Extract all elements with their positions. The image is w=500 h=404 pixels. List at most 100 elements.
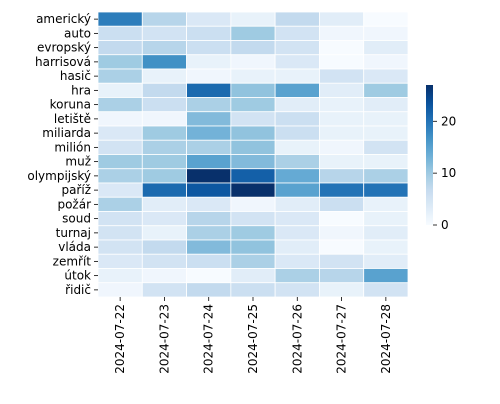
heatmap-cell — [274, 196, 320, 212]
heatmap-cell — [141, 111, 187, 127]
heatmap-cell — [186, 25, 232, 41]
row-label: auto — [64, 26, 91, 40]
heatmap-cell — [230, 239, 276, 255]
row-label: turnaj — [56, 226, 91, 240]
row-label: vláda — [58, 240, 91, 254]
heatmap-cell — [319, 54, 365, 70]
heatmap-cell — [230, 11, 276, 27]
heatmap-cell — [230, 139, 276, 155]
heatmap-cells — [97, 11, 409, 298]
row-label: zemřít — [53, 254, 92, 268]
heatmap-cell — [230, 268, 276, 284]
heatmap-cell — [363, 11, 409, 27]
heatmap-cell — [97, 25, 143, 41]
heatmap-cell — [230, 196, 276, 212]
row-label: olympijský — [27, 169, 91, 183]
heatmap-cell — [141, 253, 187, 269]
colorbar: 0 10 20 — [426, 85, 456, 232]
heatmap-cell — [230, 97, 276, 113]
heatmap-cell — [97, 40, 143, 56]
heatmap-cell — [230, 40, 276, 56]
heatmap-cell — [363, 139, 409, 155]
colorbar-tick-label: 0 — [441, 218, 449, 232]
heatmap-cell — [97, 111, 143, 127]
row-label: paříž — [61, 183, 91, 197]
heatmap-cell — [274, 11, 320, 27]
heatmap-cell — [186, 239, 232, 255]
heatmap-cell — [274, 282, 320, 298]
heatmap-cell — [186, 97, 232, 113]
heatmap-cell — [97, 54, 143, 70]
heatmap-cell — [319, 40, 365, 56]
heatmap-cell — [274, 268, 320, 284]
heatmap-cell — [319, 239, 365, 255]
heatmap-cell — [274, 68, 320, 84]
heatmap-cell — [97, 82, 143, 98]
row-label: požár — [57, 197, 91, 211]
heatmap-cell — [141, 139, 187, 155]
row-label: hasič — [60, 69, 91, 83]
heatmap-cell — [186, 211, 232, 227]
heatmap-cell — [274, 25, 320, 41]
heatmap-cell — [230, 225, 276, 241]
heatmap-cell — [363, 97, 409, 113]
heatmap-cell — [363, 182, 409, 198]
heatmap-cell — [97, 97, 143, 113]
row-label: hra — [71, 83, 91, 97]
heatmap-cell — [141, 154, 187, 170]
heatmap-cell — [363, 239, 409, 255]
heatmap-cell — [319, 111, 365, 127]
heatmap-cell — [319, 196, 365, 212]
heatmap-cell — [141, 125, 187, 141]
heatmap-cell — [97, 139, 143, 155]
heatmap-cell — [319, 125, 365, 141]
heatmap-cell — [274, 253, 320, 269]
heatmap-cell — [319, 154, 365, 170]
heatmap-cell — [186, 268, 232, 284]
heatmap-cell — [97, 154, 143, 170]
heatmap-cell — [363, 125, 409, 141]
heatmap-cell — [97, 11, 143, 27]
colorbar-tick-label: 10 — [441, 166, 456, 180]
heatmap-cell — [363, 196, 409, 212]
heatmap-cell — [319, 11, 365, 27]
heatmap-cell — [230, 82, 276, 98]
row-label: miliarda — [42, 126, 91, 140]
heatmap-cell — [230, 54, 276, 70]
heatmap-cell — [274, 168, 320, 184]
heatmap-cell — [97, 239, 143, 255]
heatmap-cell — [186, 40, 232, 56]
column-label: 2024-07-27 — [335, 304, 349, 374]
heatmap-cell — [319, 25, 365, 41]
heatmap-cell — [141, 196, 187, 212]
heatmap-cell — [186, 11, 232, 27]
heatmap-cell — [363, 168, 409, 184]
heatmap-cell — [274, 225, 320, 241]
heatmap-cell — [230, 253, 276, 269]
heatmap-cell — [274, 139, 320, 155]
row-label: evropský — [37, 41, 91, 55]
heatmap-cell — [141, 168, 187, 184]
heatmap-cell — [97, 196, 143, 212]
heatmap-cell — [319, 68, 365, 84]
heatmap-cell — [274, 82, 320, 98]
heatmap-cell — [319, 253, 365, 269]
heatmap-cell — [186, 125, 232, 141]
heatmap-cell — [363, 54, 409, 70]
heatmap-cell — [97, 182, 143, 198]
heatmap-cell — [141, 25, 187, 41]
heatmap-cell — [141, 40, 187, 56]
heatmap-cell — [97, 225, 143, 241]
heatmap-cell — [141, 54, 187, 70]
row-label: harrisová — [35, 55, 91, 69]
row-label: koruna — [50, 98, 91, 112]
heatmap-cell — [274, 54, 320, 70]
row-label: útok — [64, 269, 91, 283]
column-label: 2024-07-28 — [379, 304, 393, 374]
heatmap-cell — [230, 168, 276, 184]
heatmap-cell — [363, 282, 409, 298]
heatmap-cell — [363, 68, 409, 84]
heatmap-cell — [97, 125, 143, 141]
heatmap-cell — [141, 182, 187, 198]
